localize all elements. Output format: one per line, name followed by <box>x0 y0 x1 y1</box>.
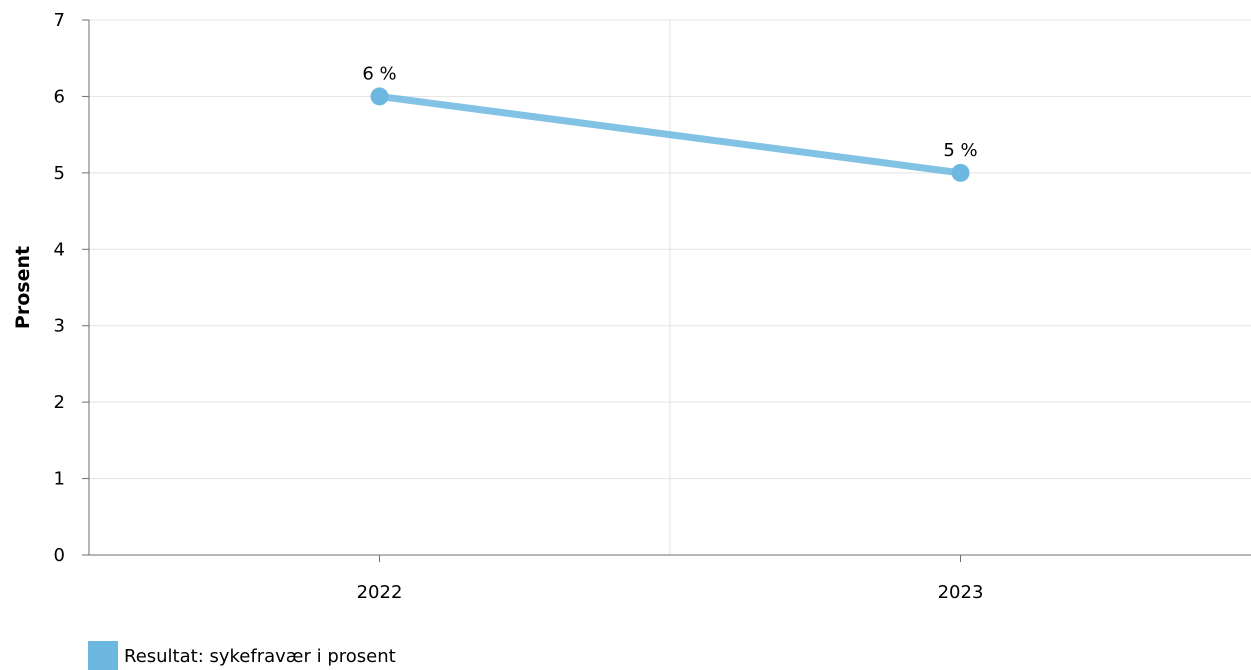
legend[interactable]: Resultat: sykefravær i prosent <box>88 641 396 670</box>
data-label: 5 % <box>943 140 977 161</box>
y-tick-label: 6 <box>54 86 65 107</box>
legend-label: Resultat: sykefravær i prosent <box>124 645 396 667</box>
axes <box>82 19 1251 562</box>
y-tick-label: 3 <box>54 316 65 337</box>
x-tick-label: 2022 <box>357 582 403 603</box>
y-tick-label: 7 <box>54 10 65 31</box>
data-point <box>951 163 970 182</box>
data-point <box>370 87 389 106</box>
grid-lines <box>89 19 1251 555</box>
y-tick-label: 4 <box>54 239 65 260</box>
series-line <box>376 92 964 177</box>
series <box>370 87 970 182</box>
y-tick-label: 0 <box>54 545 65 566</box>
data-labels: 6 % 5 % <box>362 63 977 160</box>
tick-labels: 0 1 2 3 4 5 6 7 2022 2023 <box>54 10 984 603</box>
data-label: 6 % <box>362 63 396 84</box>
legend-swatch <box>88 641 118 670</box>
y-axis-label: Prosent <box>12 246 34 329</box>
y-tick-label: 1 <box>54 469 65 490</box>
x-tick-label: 2023 <box>938 582 984 603</box>
y-tick-label: 2 <box>54 392 65 413</box>
y-tick-label: 5 <box>54 163 65 184</box>
